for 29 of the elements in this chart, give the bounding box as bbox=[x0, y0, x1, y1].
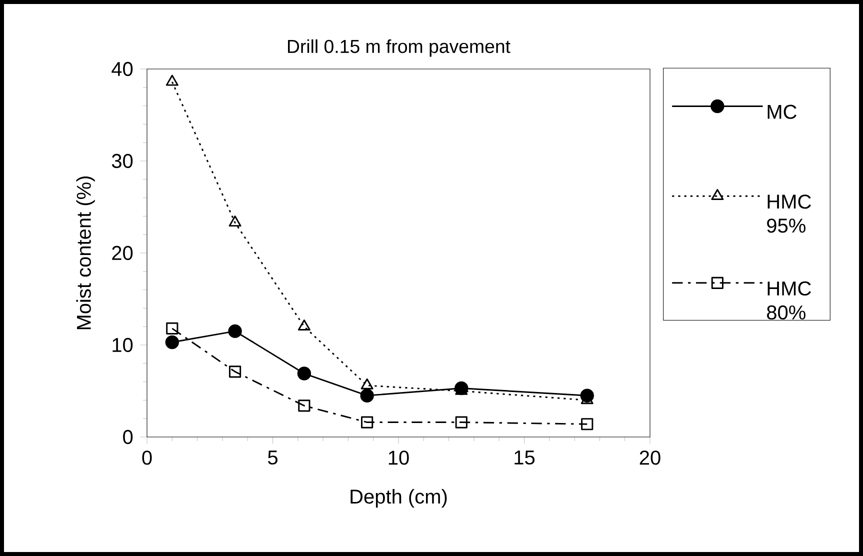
y-axis-title: Moist content (%) bbox=[76, 176, 95, 330]
x-tick-label: 15 bbox=[514, 450, 535, 465]
legend-label: HMC 80% bbox=[767, 281, 811, 320]
x-tick-label: 0 bbox=[142, 450, 152, 465]
y-tick-label: 10 bbox=[112, 338, 133, 352]
y-tick-label: 0 bbox=[123, 430, 133, 444]
y-tick-label: 40 bbox=[112, 62, 133, 76]
x-tick-label: 20 bbox=[640, 450, 660, 465]
legend-label: MC bbox=[768, 104, 796, 119]
point bbox=[298, 400, 310, 412]
point bbox=[297, 366, 312, 380]
y-tick-label: 30 bbox=[112, 154, 133, 168]
point bbox=[360, 388, 374, 402]
y-tick-label: 20 bbox=[112, 246, 133, 260]
point bbox=[166, 322, 178, 334]
point bbox=[166, 74, 178, 86]
point bbox=[228, 216, 242, 227]
x-tick-label: 5 bbox=[268, 450, 278, 465]
x-axis-title: Depth (cm) bbox=[350, 489, 447, 508]
point bbox=[228, 324, 242, 338]
point bbox=[455, 416, 468, 428]
point bbox=[298, 319, 310, 331]
chart-title: Drill 0.15 m from pavement bbox=[288, 39, 510, 57]
point bbox=[228, 366, 242, 378]
point bbox=[581, 418, 594, 430]
legend-label: HMC 95% bbox=[767, 194, 811, 233]
x-tick-label: 10 bbox=[388, 450, 409, 465]
point bbox=[165, 335, 179, 350]
point bbox=[361, 416, 374, 428]
